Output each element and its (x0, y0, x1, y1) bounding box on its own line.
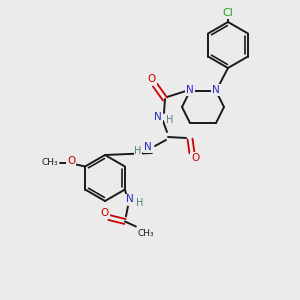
Text: CH₃: CH₃ (42, 158, 58, 167)
Text: O: O (101, 208, 109, 218)
Text: N: N (154, 112, 162, 122)
Text: CH₃: CH₃ (138, 229, 154, 238)
Text: N: N (212, 85, 220, 95)
Text: O: O (67, 157, 75, 166)
Text: O: O (148, 74, 156, 84)
Text: H: H (134, 146, 142, 156)
Text: N: N (126, 194, 134, 205)
Text: H: H (166, 115, 174, 125)
Text: N: N (144, 142, 152, 152)
Text: N: N (186, 85, 194, 95)
Text: H: H (136, 199, 144, 208)
Text: O: O (191, 153, 199, 163)
Text: Cl: Cl (223, 8, 233, 18)
